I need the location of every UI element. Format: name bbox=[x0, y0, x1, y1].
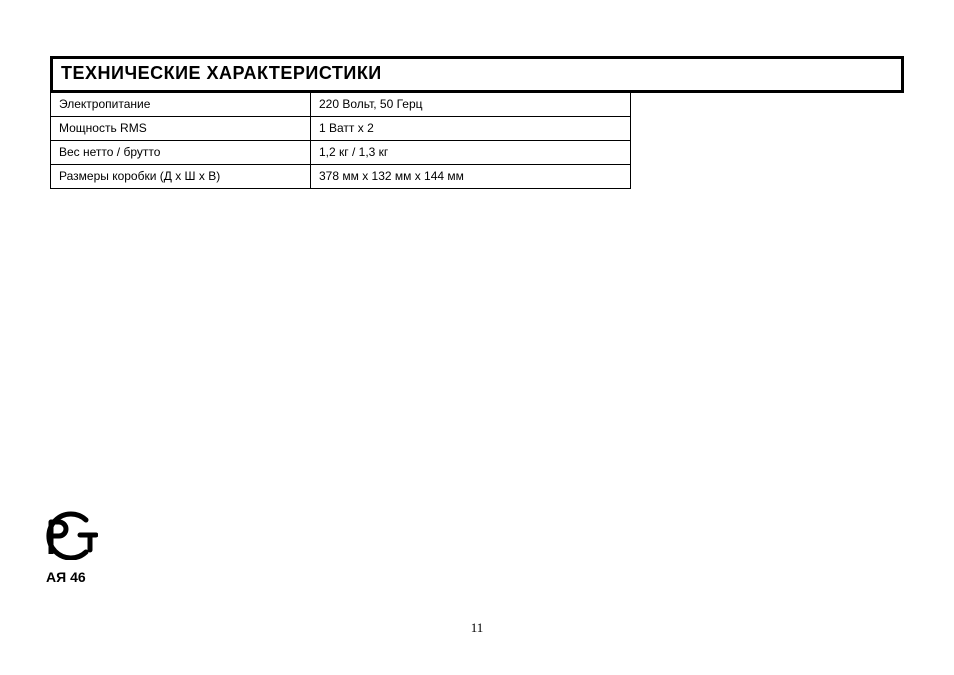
spec-label: Вес нетто / брутто bbox=[51, 141, 311, 165]
table-row: Размеры коробки (Д х Ш х В) 378 мм х 132… bbox=[51, 165, 631, 189]
section-heading-box: ТЕХНИЧЕСКИЕ ХАРАКТЕРИСТИКИ bbox=[50, 56, 904, 93]
certification-block: АЯ 46 bbox=[42, 510, 98, 585]
page-number: 11 bbox=[0, 620, 954, 636]
spec-value: 1 Ватт х 2 bbox=[311, 117, 631, 141]
spec-label: Размеры коробки (Д х Ш х В) bbox=[51, 165, 311, 189]
spec-value: 220 Вольт, 50 Герц bbox=[311, 93, 631, 117]
spec-value: 378 мм х 132 мм х 144 мм bbox=[311, 165, 631, 189]
spec-value: 1,2 кг / 1,3 кг bbox=[311, 141, 631, 165]
pct-mark-icon bbox=[42, 510, 98, 560]
spec-label: Электропитание bbox=[51, 93, 311, 117]
certification-code: АЯ 46 bbox=[42, 569, 98, 585]
section-heading: ТЕХНИЧЕСКИЕ ХАРАКТЕРИСТИКИ bbox=[61, 63, 382, 83]
specs-table: Электропитание 220 Вольт, 50 Герц Мощнос… bbox=[50, 92, 631, 189]
table-row: Вес нетто / брутто 1,2 кг / 1,3 кг bbox=[51, 141, 631, 165]
spec-label: Мощность RMS bbox=[51, 117, 311, 141]
table-row: Мощность RMS 1 Ватт х 2 bbox=[51, 117, 631, 141]
table-row: Электропитание 220 Вольт, 50 Герц bbox=[51, 93, 631, 117]
